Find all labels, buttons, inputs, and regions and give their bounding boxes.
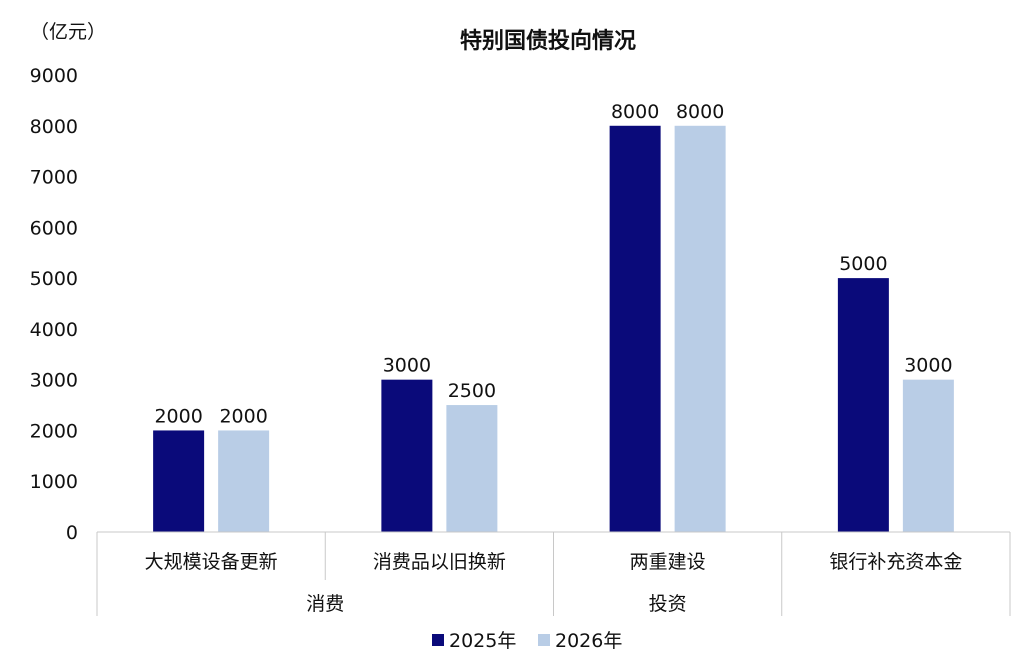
y-axis-unit-label: （亿元） xyxy=(30,21,106,43)
y-tick-label-3: 3000 xyxy=(30,370,78,392)
data-label-0-0: 2000 xyxy=(154,405,202,427)
y-tick-label-9: 9000 xyxy=(30,65,78,87)
chart-title: 特别国债投向情况 xyxy=(460,28,636,54)
bar-1-0 xyxy=(381,379,433,532)
legend-swatch-0 xyxy=(432,634,444,646)
y-tick-label-0: 0 xyxy=(66,522,78,544)
data-label-1-0: 3000 xyxy=(383,355,431,377)
y-tick-label-1: 1000 xyxy=(30,471,78,493)
data-label-0-1: 2000 xyxy=(219,405,267,427)
x-category-label-1: 消费品以旧换新 xyxy=(373,551,506,573)
y-tick-label-5: 5000 xyxy=(30,268,78,290)
y-axis-ticks: 0 1000 2000 3000 4000 5000 6000 7000 8000 9000 xyxy=(30,65,78,544)
y-tick-label-4: 4000 xyxy=(30,319,78,341)
axes-layer xyxy=(96,531,1011,616)
x-category-label-2: 两重建设 xyxy=(630,551,706,573)
x-group-label-0: 消费 xyxy=(306,593,344,615)
x-category-label-0: 大规模设备更新 xyxy=(145,551,278,573)
data-label-1-1: 2500 xyxy=(448,380,496,402)
bar-0-1 xyxy=(218,430,270,532)
x-category-label-3: 银行补充资本金 xyxy=(829,551,962,573)
y-tick-label-2: 2000 xyxy=(30,420,78,442)
legend: 2025年 2026年 xyxy=(432,630,622,652)
y-tick-label-8: 8000 xyxy=(30,116,78,138)
bar-2-1 xyxy=(674,125,726,533)
data-label-2-1: 8000 xyxy=(676,101,724,123)
bar-3-0 xyxy=(837,278,889,532)
bar-2-0 xyxy=(609,125,661,533)
bars-layer: 2000 2000 3000 2500 8000 8000 5000 3000 xyxy=(153,101,954,533)
legend-label-1: 2026年 xyxy=(555,630,622,652)
bar-1-1 xyxy=(446,405,498,532)
y-tick-label-6: 6000 xyxy=(30,217,78,239)
x-group-label-1: 投资 xyxy=(649,593,687,615)
bar-0-0 xyxy=(153,430,205,532)
legend-label-0: 2025年 xyxy=(449,630,516,652)
legend-swatch-1 xyxy=(538,634,550,646)
data-label-3-0: 5000 xyxy=(839,253,887,275)
y-tick-label-7: 7000 xyxy=(30,167,78,189)
data-label-3-1: 3000 xyxy=(904,355,952,377)
data-label-2-0: 8000 xyxy=(611,101,659,123)
bar-3-1 xyxy=(902,379,954,532)
